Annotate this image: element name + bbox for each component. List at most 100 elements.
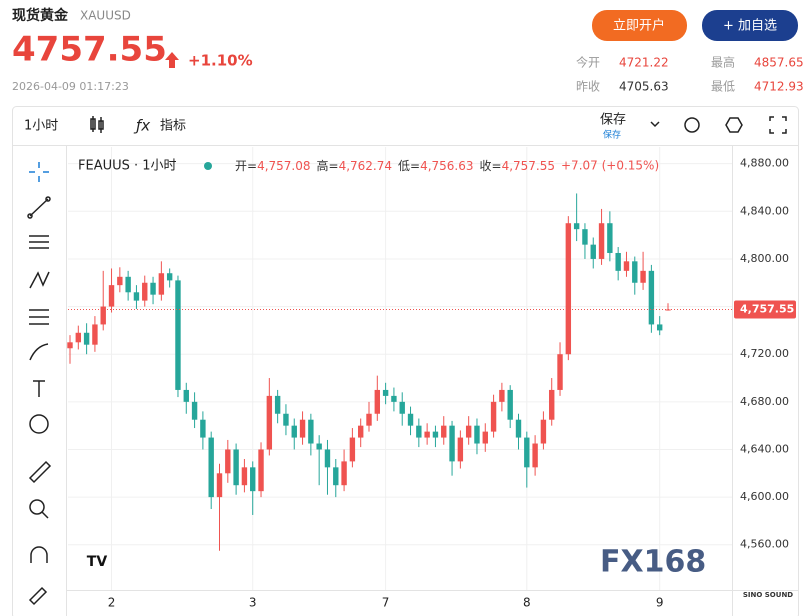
candle-body (166, 273, 173, 281)
legend-label: 低= (398, 159, 420, 173)
save-sub: 保存 (603, 129, 621, 141)
chevron[interactable] (650, 121, 660, 128)
price: 4757.55 (12, 30, 167, 70)
candle-body (324, 449, 331, 468)
candle-body (208, 437, 214, 498)
stat-label: 昨收 (576, 80, 600, 94)
corner-logo: SINO SOUND (743, 591, 793, 599)
candle-body (441, 425, 447, 438)
open-account-label[interactable]: 立即开户 (613, 18, 665, 34)
candle-body (233, 449, 239, 486)
candle-body (366, 413, 372, 426)
legend-value: 4,756.63 (420, 159, 473, 173)
status-dot (204, 162, 212, 170)
candle-body (117, 276, 123, 286)
candle-body (449, 425, 455, 462)
candle-body (341, 461, 347, 486)
svg-text:TV: TV (87, 554, 108, 570)
y-tick-label: 4,640.00 (740, 442, 789, 455)
stat-label: 最高 (711, 55, 735, 70)
candle-body (266, 395, 273, 450)
legend-label: 高= (317, 158, 339, 173)
stat-label: 最低 (711, 80, 735, 94)
y-tick-label: 4,840.00 (740, 204, 789, 217)
legend-item: 低=4,756.63 (398, 159, 474, 173)
chart-type-icon[interactable] (90, 116, 104, 133)
candle-body (100, 306, 106, 325)
change: +1.10% (188, 52, 253, 70)
candle-body (333, 467, 339, 486)
candle-body (216, 473, 223, 498)
legend-item: 收=4,757.55 (480, 159, 556, 173)
timestamp: 2026-04-09 01:17:23 (12, 80, 129, 93)
candle-body (308, 419, 314, 444)
candle-body (133, 292, 140, 301)
candle-body (565, 223, 572, 355)
title: 现货黄金 (12, 7, 69, 24)
candle-body (83, 332, 90, 345)
legend-label: 收= (480, 159, 502, 173)
open-account-button[interactable] (592, 10, 687, 41)
legend-value: 4,762.74 (339, 159, 392, 173)
candle-body (391, 395, 397, 402)
legend-item: 高=4,762.74 (317, 158, 393, 173)
candle-body (67, 342, 73, 349)
candle-body (590, 244, 596, 259)
interval[interactable]: 1小时 (24, 119, 58, 134)
candle-body (191, 401, 198, 420)
candle-body (623, 261, 630, 271)
candle-body (183, 389, 189, 402)
candle-body (490, 401, 497, 432)
save[interactable]: 保存 (600, 113, 626, 128)
stat-value: 4712.93 (754, 80, 804, 94)
drawing-tools[interactable] (27, 162, 52, 606)
x-tick-label: 9 (656, 596, 664, 610)
candle-body (175, 280, 181, 390)
candle-body (75, 332, 82, 343)
watchlist-label[interactable]: + 加自选 (723, 19, 777, 34)
candle-body (274, 395, 281, 414)
fx-icon[interactable]: ƒx (133, 117, 150, 135)
candle-body (549, 389, 555, 420)
fullscreen-icon[interactable] (769, 116, 787, 134)
candle-body (573, 223, 580, 230)
watchlist-button[interactable] (702, 10, 798, 41)
stat-value: 4705.63 (619, 80, 669, 94)
y-tick-label: 4,800.00 (740, 252, 789, 265)
candle-body (357, 425, 364, 438)
chart-title: FEAUUS · 1小时 (78, 159, 177, 174)
candle-body (374, 389, 381, 414)
symbol: XAUUSD (80, 9, 131, 23)
stat-value: 4857.65 (754, 56, 804, 70)
candle-body (241, 467, 248, 486)
hex-icon[interactable] (725, 117, 743, 133)
candle-body (158, 273, 165, 295)
y-tick-label: 4,720.00 (740, 347, 789, 360)
watermark: FX168 (600, 545, 706, 580)
settings-icon[interactable] (684, 117, 700, 133)
candle-body (598, 223, 605, 259)
candle-body (150, 282, 156, 295)
y-tick-label: 4,680.00 (740, 395, 789, 408)
x-tick-label: 2 (108, 596, 116, 610)
candle-body (299, 419, 306, 438)
legend-item: 开=4,757.08 (235, 159, 311, 173)
candle-body (250, 467, 256, 492)
stat-value: 4721.22 (619, 56, 669, 70)
candle-body (349, 437, 356, 462)
candle-body (407, 413, 414, 426)
legend-label: 开= (235, 159, 257, 173)
candle-body (432, 431, 439, 438)
tv-logo: TV (84, 551, 110, 571)
candle-body (465, 425, 472, 438)
candle-body (557, 354, 563, 390)
legend-value: 4,757.08 (257, 159, 310, 173)
candle-body (474, 425, 480, 444)
candle-body (640, 270, 646, 283)
candle-body (399, 401, 405, 414)
legend-value: 4,757.55 (502, 159, 555, 173)
candle-body (648, 270, 655, 325)
up-arrow (165, 52, 179, 68)
indicators[interactable]: 指标 (160, 119, 186, 134)
